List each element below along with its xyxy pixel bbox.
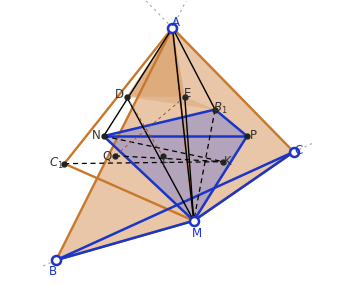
Polygon shape: [56, 28, 194, 260]
Text: F: F: [162, 157, 168, 170]
Polygon shape: [172, 28, 294, 221]
Text: B: B: [49, 265, 57, 278]
Text: $B_1$: $B_1$: [213, 101, 228, 116]
Text: K: K: [224, 155, 232, 168]
Polygon shape: [126, 28, 185, 97]
Text: D: D: [115, 88, 124, 101]
Text: E: E: [184, 88, 191, 100]
Text: P: P: [250, 129, 257, 142]
Text: N: N: [91, 129, 100, 142]
Text: M: M: [191, 227, 202, 240]
Polygon shape: [126, 28, 215, 110]
Text: C: C: [294, 144, 303, 157]
Text: Q: Q: [102, 149, 112, 162]
Text: $C_1$: $C_1$: [49, 156, 64, 171]
Text: A: A: [172, 16, 180, 29]
Polygon shape: [104, 110, 247, 221]
